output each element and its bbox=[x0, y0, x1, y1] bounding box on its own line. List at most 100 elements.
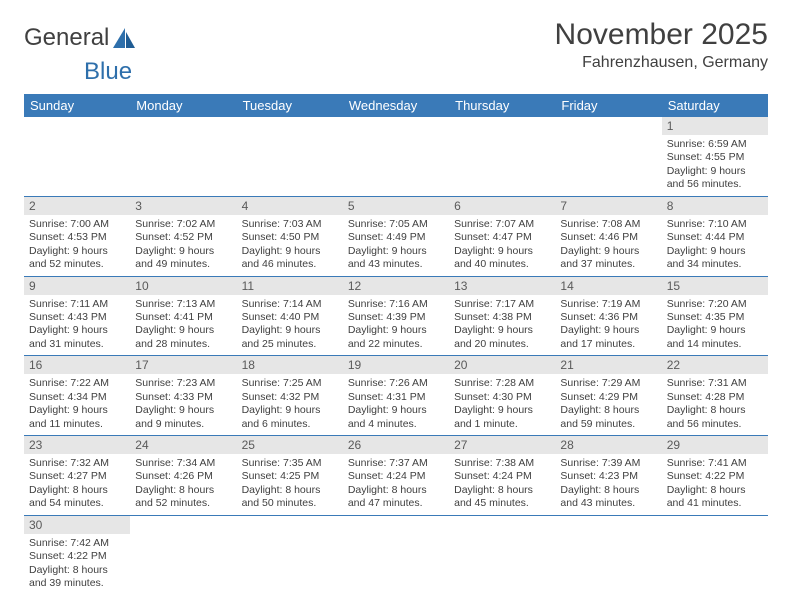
day-details: Sunrise: 7:31 AMSunset: 4:28 PMDaylight:… bbox=[662, 374, 768, 435]
day-details: Sunrise: 7:35 AMSunset: 4:25 PMDaylight:… bbox=[237, 454, 343, 515]
day-number: 9 bbox=[24, 277, 130, 295]
day-number: 6 bbox=[449, 197, 555, 215]
day-number: 23 bbox=[24, 436, 130, 454]
day-number: 21 bbox=[555, 356, 661, 374]
day-details: Sunrise: 7:37 AMSunset: 4:24 PMDaylight:… bbox=[343, 454, 449, 515]
calendar-row: 16Sunrise: 7:22 AMSunset: 4:34 PMDayligh… bbox=[24, 356, 768, 436]
day-details: Sunrise: 7:00 AMSunset: 4:53 PMDaylight:… bbox=[24, 215, 130, 276]
sail-icon bbox=[111, 26, 137, 50]
day-details: Sunrise: 7:07 AMSunset: 4:47 PMDaylight:… bbox=[449, 215, 555, 276]
calendar-cell: 23Sunrise: 7:32 AMSunset: 4:27 PMDayligh… bbox=[24, 436, 130, 516]
day-number: 5 bbox=[343, 197, 449, 215]
day-number: 18 bbox=[237, 356, 343, 374]
calendar-row: 23Sunrise: 7:32 AMSunset: 4:27 PMDayligh… bbox=[24, 436, 768, 516]
calendar-cell: 19Sunrise: 7:26 AMSunset: 4:31 PMDayligh… bbox=[343, 356, 449, 436]
day-details: Sunrise: 6:59 AMSunset: 4:55 PMDaylight:… bbox=[662, 135, 768, 196]
weekday-header: Monday bbox=[130, 94, 236, 117]
day-details: Sunrise: 7:28 AMSunset: 4:30 PMDaylight:… bbox=[449, 374, 555, 435]
calendar-cell: 21Sunrise: 7:29 AMSunset: 4:29 PMDayligh… bbox=[555, 356, 661, 436]
calendar-cell bbox=[343, 515, 449, 594]
calendar-row: 9Sunrise: 7:11 AMSunset: 4:43 PMDaylight… bbox=[24, 276, 768, 356]
day-number: 7 bbox=[555, 197, 661, 215]
calendar-cell: 17Sunrise: 7:23 AMSunset: 4:33 PMDayligh… bbox=[130, 356, 236, 436]
day-number: 1 bbox=[662, 117, 768, 135]
day-details: Sunrise: 7:32 AMSunset: 4:27 PMDaylight:… bbox=[24, 454, 130, 515]
day-number: 16 bbox=[24, 356, 130, 374]
calendar-cell: 27Sunrise: 7:38 AMSunset: 4:24 PMDayligh… bbox=[449, 436, 555, 516]
day-details: Sunrise: 7:02 AMSunset: 4:52 PMDaylight:… bbox=[130, 215, 236, 276]
calendar-cell: 10Sunrise: 7:13 AMSunset: 4:41 PMDayligh… bbox=[130, 276, 236, 356]
calendar-cell: 28Sunrise: 7:39 AMSunset: 4:23 PMDayligh… bbox=[555, 436, 661, 516]
calendar-cell: 5Sunrise: 7:05 AMSunset: 4:49 PMDaylight… bbox=[343, 196, 449, 276]
day-details: Sunrise: 7:03 AMSunset: 4:50 PMDaylight:… bbox=[237, 215, 343, 276]
calendar-cell bbox=[237, 117, 343, 196]
day-number: 24 bbox=[130, 436, 236, 454]
day-details: Sunrise: 7:34 AMSunset: 4:26 PMDaylight:… bbox=[130, 454, 236, 515]
day-number: 26 bbox=[343, 436, 449, 454]
weekday-header: Saturday bbox=[662, 94, 768, 117]
calendar-row: 30Sunrise: 7:42 AMSunset: 4:22 PMDayligh… bbox=[24, 515, 768, 594]
calendar-cell bbox=[237, 515, 343, 594]
calendar-cell: 20Sunrise: 7:28 AMSunset: 4:30 PMDayligh… bbox=[449, 356, 555, 436]
calendar-cell bbox=[24, 117, 130, 196]
day-number: 25 bbox=[237, 436, 343, 454]
day-details: Sunrise: 7:23 AMSunset: 4:33 PMDaylight:… bbox=[130, 374, 236, 435]
weekday-header: Sunday bbox=[24, 94, 130, 117]
calendar-cell bbox=[130, 515, 236, 594]
weekday-header: Thursday bbox=[449, 94, 555, 117]
calendar-cell bbox=[662, 515, 768, 594]
day-number: 2 bbox=[24, 197, 130, 215]
calendar-cell: 22Sunrise: 7:31 AMSunset: 4:28 PMDayligh… bbox=[662, 356, 768, 436]
day-details: Sunrise: 7:29 AMSunset: 4:29 PMDaylight:… bbox=[555, 374, 661, 435]
day-number: 30 bbox=[24, 516, 130, 534]
calendar-cell bbox=[449, 515, 555, 594]
calendar-cell bbox=[343, 117, 449, 196]
day-details: Sunrise: 7:08 AMSunset: 4:46 PMDaylight:… bbox=[555, 215, 661, 276]
day-number: 8 bbox=[662, 197, 768, 215]
calendar-cell: 14Sunrise: 7:19 AMSunset: 4:36 PMDayligh… bbox=[555, 276, 661, 356]
calendar-cell: 30Sunrise: 7:42 AMSunset: 4:22 PMDayligh… bbox=[24, 515, 130, 594]
month-title: November 2025 bbox=[555, 18, 768, 52]
day-details: Sunrise: 7:38 AMSunset: 4:24 PMDaylight:… bbox=[449, 454, 555, 515]
day-number: 17 bbox=[130, 356, 236, 374]
day-details: Sunrise: 7:17 AMSunset: 4:38 PMDaylight:… bbox=[449, 295, 555, 356]
calendar-cell: 7Sunrise: 7:08 AMSunset: 4:46 PMDaylight… bbox=[555, 196, 661, 276]
day-details: Sunrise: 7:19 AMSunset: 4:36 PMDaylight:… bbox=[555, 295, 661, 356]
day-number: 13 bbox=[449, 277, 555, 295]
day-number: 19 bbox=[343, 356, 449, 374]
calendar-cell: 24Sunrise: 7:34 AMSunset: 4:26 PMDayligh… bbox=[130, 436, 236, 516]
calendar-row: 1Sunrise: 6:59 AMSunset: 4:55 PMDaylight… bbox=[24, 117, 768, 196]
calendar-cell: 13Sunrise: 7:17 AMSunset: 4:38 PMDayligh… bbox=[449, 276, 555, 356]
calendar-cell bbox=[449, 117, 555, 196]
day-details: Sunrise: 7:11 AMSunset: 4:43 PMDaylight:… bbox=[24, 295, 130, 356]
calendar-cell: 6Sunrise: 7:07 AMSunset: 4:47 PMDaylight… bbox=[449, 196, 555, 276]
day-number: 4 bbox=[237, 197, 343, 215]
day-number: 3 bbox=[130, 197, 236, 215]
day-details: Sunrise: 7:41 AMSunset: 4:22 PMDaylight:… bbox=[662, 454, 768, 515]
weekday-header-row: Sunday Monday Tuesday Wednesday Thursday… bbox=[24, 94, 768, 117]
calendar-cell: 9Sunrise: 7:11 AMSunset: 4:43 PMDaylight… bbox=[24, 276, 130, 356]
logo: General bbox=[24, 18, 137, 52]
day-number: 27 bbox=[449, 436, 555, 454]
calendar-cell: 1Sunrise: 6:59 AMSunset: 4:55 PMDaylight… bbox=[662, 117, 768, 196]
calendar-row: 2Sunrise: 7:00 AMSunset: 4:53 PMDaylight… bbox=[24, 196, 768, 276]
calendar-cell: 16Sunrise: 7:22 AMSunset: 4:34 PMDayligh… bbox=[24, 356, 130, 436]
day-details: Sunrise: 7:26 AMSunset: 4:31 PMDaylight:… bbox=[343, 374, 449, 435]
calendar-cell: 25Sunrise: 7:35 AMSunset: 4:25 PMDayligh… bbox=[237, 436, 343, 516]
day-details: Sunrise: 7:14 AMSunset: 4:40 PMDaylight:… bbox=[237, 295, 343, 356]
day-number: 14 bbox=[555, 277, 661, 295]
calendar-cell: 4Sunrise: 7:03 AMSunset: 4:50 PMDaylight… bbox=[237, 196, 343, 276]
day-details: Sunrise: 7:10 AMSunset: 4:44 PMDaylight:… bbox=[662, 215, 768, 276]
day-number: 29 bbox=[662, 436, 768, 454]
calendar-table: Sunday Monday Tuesday Wednesday Thursday… bbox=[24, 94, 768, 595]
logo-text-1: General bbox=[24, 24, 109, 52]
calendar-cell bbox=[555, 515, 661, 594]
calendar-cell: 8Sunrise: 7:10 AMSunset: 4:44 PMDaylight… bbox=[662, 196, 768, 276]
day-details: Sunrise: 7:20 AMSunset: 4:35 PMDaylight:… bbox=[662, 295, 768, 356]
calendar-cell bbox=[130, 117, 236, 196]
day-details: Sunrise: 7:22 AMSunset: 4:34 PMDaylight:… bbox=[24, 374, 130, 435]
calendar-cell: 2Sunrise: 7:00 AMSunset: 4:53 PMDaylight… bbox=[24, 196, 130, 276]
calendar-cell: 18Sunrise: 7:25 AMSunset: 4:32 PMDayligh… bbox=[237, 356, 343, 436]
day-number: 20 bbox=[449, 356, 555, 374]
day-number: 15 bbox=[662, 277, 768, 295]
